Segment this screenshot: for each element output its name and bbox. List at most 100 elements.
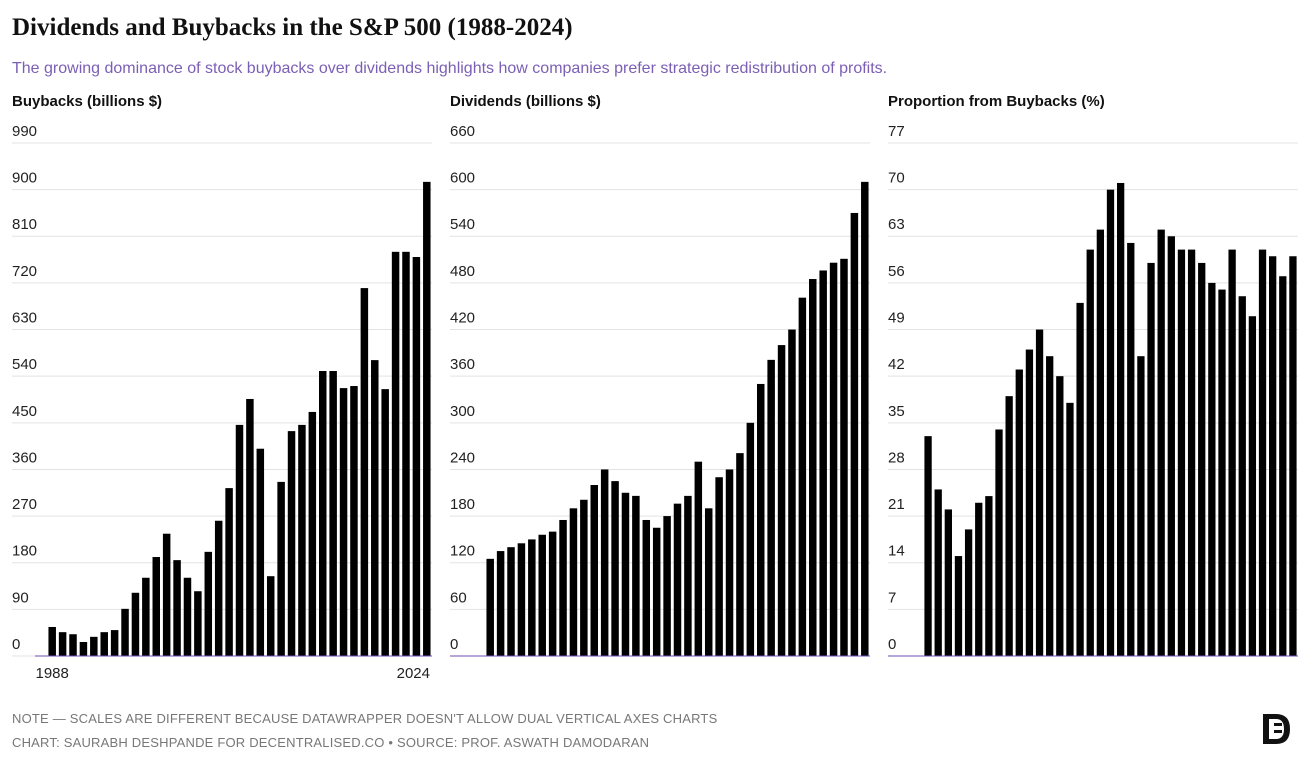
y-tick-label: 450 xyxy=(12,403,37,420)
bar xyxy=(1076,302,1084,656)
bar xyxy=(1086,249,1094,656)
logo xyxy=(1263,714,1290,744)
y-tick-label: 300 xyxy=(450,403,475,420)
bar xyxy=(924,436,932,656)
y-tick-label: 7 xyxy=(888,589,896,606)
bar xyxy=(486,558,494,656)
y-tick-label: 360 xyxy=(450,356,475,373)
y-tick-label: 42 xyxy=(888,356,905,373)
bar xyxy=(954,556,963,656)
y-tick-label: 56 xyxy=(888,263,905,280)
x-tick-label: 2024 xyxy=(397,665,430,682)
y-axis-title: Dividends (billions $) xyxy=(450,93,601,110)
y-tick-label: 990 xyxy=(12,123,37,140)
bar xyxy=(214,520,223,656)
bar xyxy=(767,359,775,656)
bar xyxy=(642,519,651,656)
bar xyxy=(402,251,410,656)
bar xyxy=(1147,262,1155,656)
bar xyxy=(975,502,983,656)
y-tick-label: 900 xyxy=(12,170,37,187)
bar xyxy=(371,360,379,656)
bar xyxy=(277,481,285,656)
bar xyxy=(985,496,993,656)
bar xyxy=(194,591,202,656)
bar xyxy=(559,519,567,656)
bar xyxy=(308,411,317,656)
bar xyxy=(548,531,557,656)
y-tick-label: 600 xyxy=(450,170,475,187)
x-tick-label: 1988 xyxy=(36,665,69,682)
bar xyxy=(611,481,619,656)
bar xyxy=(318,371,327,656)
bar xyxy=(1187,249,1196,656)
bar xyxy=(507,547,515,656)
y-tick-label: 49 xyxy=(888,310,905,327)
bar xyxy=(569,508,578,656)
bar xyxy=(79,642,88,656)
y-tick-label: 0 xyxy=(450,636,458,653)
y-tick-label: 180 xyxy=(12,543,37,560)
bar xyxy=(1279,276,1287,656)
bar xyxy=(225,488,233,656)
y-tick-label: 810 xyxy=(12,216,37,233)
bar xyxy=(840,258,848,656)
bar xyxy=(1208,282,1216,656)
bar xyxy=(235,424,244,656)
bar xyxy=(809,279,817,656)
y-tick-label: 77 xyxy=(888,123,905,140)
bar xyxy=(1269,256,1277,656)
y-tick-label: 630 xyxy=(12,310,37,327)
bar xyxy=(1116,182,1125,656)
y-tick-label: 0 xyxy=(888,636,896,653)
bar xyxy=(1035,329,1044,656)
bar xyxy=(360,288,369,656)
bar xyxy=(1157,229,1165,656)
y-tick-label: 180 xyxy=(450,496,475,513)
bar xyxy=(69,634,77,656)
y-tick-label: 63 xyxy=(888,216,905,233)
bar xyxy=(788,329,796,656)
bar xyxy=(423,181,431,656)
title: Dividends and Buybacks in the S&P 500 (1… xyxy=(12,14,573,41)
bar xyxy=(204,551,213,656)
bar xyxy=(142,577,150,656)
subtitle: The growing dominance of stock buybacks … xyxy=(12,60,888,77)
bar xyxy=(1137,356,1145,656)
bar xyxy=(58,632,67,656)
bar xyxy=(162,533,171,656)
bar xyxy=(1167,236,1175,657)
bar xyxy=(590,485,599,656)
bar xyxy=(256,448,265,656)
bar xyxy=(746,422,755,656)
bar xyxy=(736,453,744,656)
bar xyxy=(350,386,358,656)
bar xyxy=(121,608,129,656)
bar xyxy=(684,495,692,656)
note: NOTE — SCALES ARE DIFFERENT BECAUSE DATA… xyxy=(12,711,718,726)
bar xyxy=(663,516,671,656)
y-tick-label: 540 xyxy=(450,216,475,233)
bar xyxy=(1127,242,1135,656)
y-tick-label: 420 xyxy=(450,310,475,327)
bar xyxy=(725,469,734,656)
y-tick-label: 70 xyxy=(888,170,905,187)
bar xyxy=(798,297,807,656)
bar xyxy=(528,539,536,656)
bar xyxy=(48,626,56,656)
bar xyxy=(1289,256,1297,656)
bar xyxy=(329,371,337,656)
y-tick-label: 240 xyxy=(450,449,475,466)
bar xyxy=(246,398,254,656)
bar xyxy=(173,560,181,656)
y-tick-label: 480 xyxy=(450,263,475,280)
bar xyxy=(183,577,192,656)
bar xyxy=(829,262,838,656)
bar xyxy=(1096,229,1105,656)
bar xyxy=(287,431,296,656)
bar xyxy=(1106,189,1115,657)
y-axis-title: Proportion from Buybacks (%) xyxy=(888,93,1105,110)
y-tick-label: 90 xyxy=(12,589,29,606)
bar xyxy=(298,424,306,656)
